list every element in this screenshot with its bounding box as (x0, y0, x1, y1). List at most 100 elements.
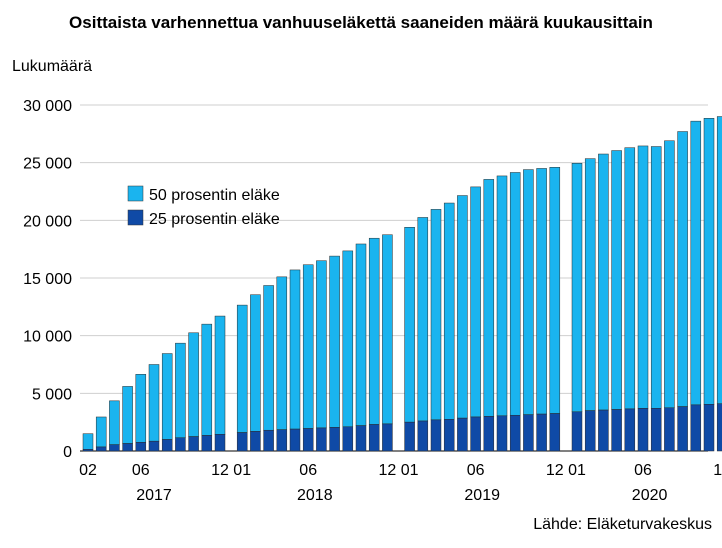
source-note: Lähde: Eläketurvakeskus (533, 516, 712, 533)
y-tick-label: 30 000 (23, 98, 72, 115)
legend-swatch-25 (127, 209, 144, 226)
x-tick-label: 06 (634, 462, 652, 479)
bar-50-prosentin (175, 342, 186, 438)
bar-25-prosentin (430, 419, 442, 452)
chart-title: Osittaista varhennettua vanhuuseläkettä … (69, 13, 653, 32)
bar-50-prosentin (382, 234, 393, 425)
y-tick-label: 5 000 (32, 386, 72, 403)
x-tick-label: 12 (546, 462, 564, 479)
bar-50-prosentin (316, 260, 327, 429)
bar-50-prosentin (443, 202, 455, 420)
bar-25-prosentin (650, 408, 662, 452)
bar-25-prosentin (316, 427, 327, 452)
x-tick-label: 01 (401, 462, 419, 479)
bar-25-prosentin (690, 404, 702, 452)
bar-50-prosentin (650, 146, 662, 409)
bar-25-prosentin (302, 428, 314, 452)
bar-50-prosentin (95, 416, 107, 448)
bar-50-prosentin (135, 374, 147, 443)
bar-25-prosentin (637, 408, 649, 452)
x-tick-label: 01 (233, 462, 251, 479)
bar-50-prosentin (584, 158, 596, 411)
bar-50-prosentin (598, 153, 609, 411)
bar-25-prosentin (109, 444, 120, 452)
bar-50-prosentin (690, 120, 702, 406)
bar-50-prosentin (201, 323, 213, 436)
bar-25-prosentin (483, 416, 495, 452)
bar-25-prosentin (188, 436, 199, 452)
y-tick-label: 25 000 (23, 156, 72, 173)
bar-25-prosentin (611, 409, 622, 452)
bars (82, 116, 722, 452)
year-label: 2020 (632, 487, 668, 504)
bar-25-prosentin (329, 427, 340, 452)
bar-25-prosentin (457, 417, 468, 452)
bar-25-prosentin (289, 428, 301, 452)
bar-25-prosentin (536, 413, 547, 452)
bar-50-prosentin (214, 315, 226, 435)
bar-50-prosentin (329, 255, 340, 428)
bar-50-prosentin (549, 167, 561, 414)
bar-50-prosentin (664, 140, 675, 408)
bar-50-prosentin (122, 386, 133, 444)
bar-50-prosentin (302, 264, 314, 429)
bar-25-prosentin (382, 423, 393, 452)
bar-25-prosentin (584, 410, 596, 452)
legend: 50 prosentin eläke 25 prosentin eläke (127, 185, 280, 228)
bar-25-prosentin (664, 407, 675, 452)
bar-25-prosentin (95, 446, 107, 452)
legend-swatch-50 (127, 185, 144, 202)
bar-50-prosentin (368, 237, 380, 425)
x-tick-label: 02 (79, 462, 97, 479)
x-tick-label: 06 (299, 462, 317, 479)
legend-label-25: 25 prosentin eläke (149, 211, 280, 228)
bar-25-prosentin (404, 421, 415, 452)
bar-50-prosentin (355, 243, 367, 426)
bar-50-prosentin (703, 118, 715, 405)
bar-50-prosentin (109, 400, 120, 445)
bar-50-prosentin (263, 285, 274, 431)
bar-50-prosentin (404, 227, 415, 423)
bar-50-prosentin (496, 175, 508, 417)
bar-25-prosentin (470, 416, 481, 452)
bar-25-prosentin (355, 425, 367, 452)
bar-50-prosentin (289, 269, 301, 430)
bar-25-prosentin (571, 411, 583, 452)
bar-25-prosentin (263, 429, 274, 452)
bar-50-prosentin (342, 250, 354, 428)
y-axis-label: Lukumäärä (12, 58, 93, 75)
bar-50-prosentin (716, 116, 722, 404)
y-tick-label: 15 000 (23, 271, 72, 288)
bar-25-prosentin (368, 424, 380, 452)
y-tick-label: 0 (63, 444, 72, 461)
year-label: 2017 (136, 487, 172, 504)
bar-25-prosentin (201, 435, 213, 452)
bar-25-prosentin (82, 449, 94, 452)
bar-25-prosentin (496, 415, 508, 452)
bar-50-prosentin (677, 131, 688, 407)
bar-50-prosentin (250, 294, 261, 432)
x-tick-label: 12 (379, 462, 397, 479)
bar-25-prosentin (417, 420, 429, 452)
bar-25-prosentin (523, 414, 534, 452)
bar-50-prosentin (457, 195, 468, 419)
bar-25-prosentin (250, 431, 261, 452)
bar-50-prosentin (430, 209, 442, 421)
bar-50-prosentin (417, 217, 429, 422)
bar-25-prosentin (716, 403, 722, 452)
bar-50-prosentin (276, 276, 288, 430)
bar-50-prosentin (148, 364, 160, 442)
bar-25-prosentin (598, 409, 609, 452)
bar-50-prosentin (624, 147, 636, 410)
legend-label-50: 50 prosentin eläke (149, 187, 280, 204)
x-axis-ticks: 02 06 12 2017 01 06 12 2018 01 06 12 2019 01 06 12 2020 (79, 462, 722, 504)
bar-25-prosentin (677, 406, 688, 452)
y-tick-label: 10 000 (23, 329, 72, 346)
year-label: 2018 (297, 487, 333, 504)
bar-25-prosentin (443, 419, 455, 452)
x-tick-label: 06 (132, 462, 150, 479)
bar-25-prosentin (148, 440, 160, 452)
x-tick-label: 06 (467, 462, 485, 479)
bar-50-prosentin (523, 169, 534, 415)
bar-25-prosentin (509, 414, 521, 452)
